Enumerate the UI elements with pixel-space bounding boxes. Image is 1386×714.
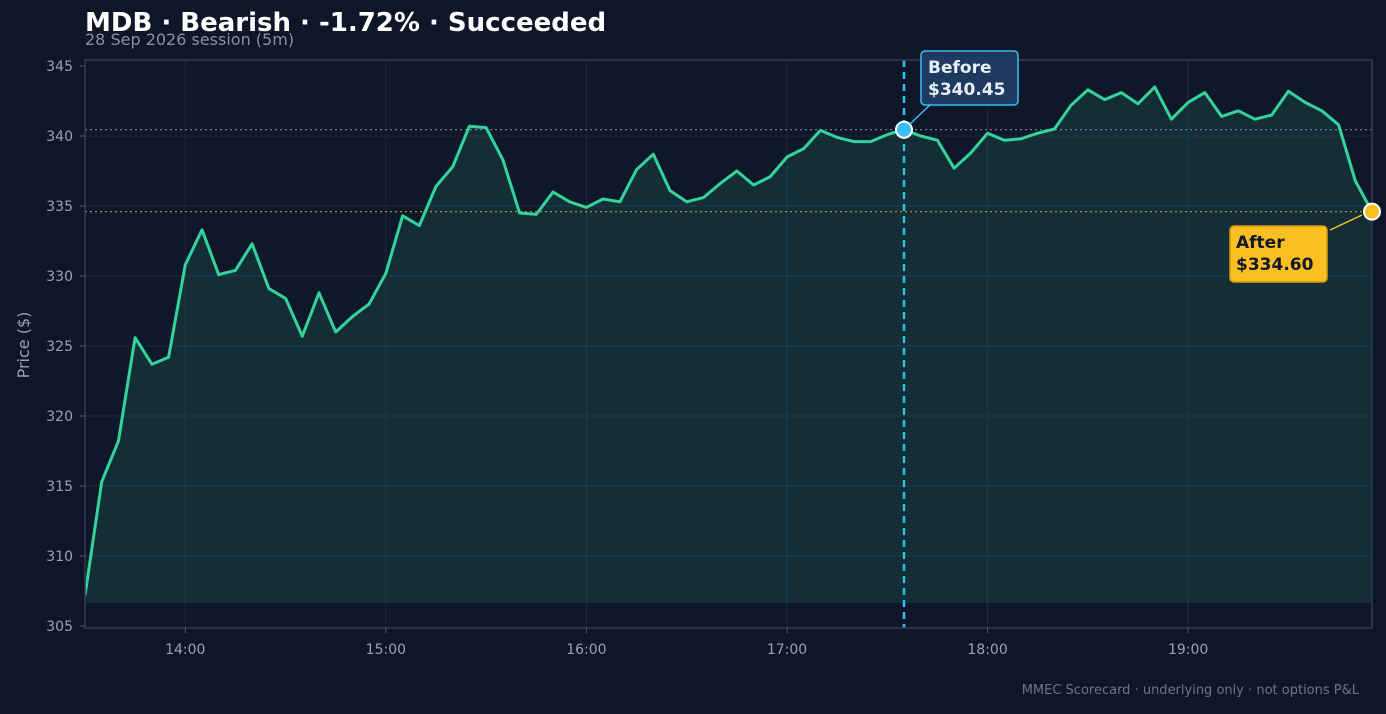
reference-lines [85, 60, 1372, 628]
grid-lines [85, 60, 1372, 628]
after-price: $334.60 [1236, 255, 1314, 275]
plot-area [85, 60, 1372, 628]
before-label: Before [928, 58, 991, 78]
x-tick-label: 19:00 [1168, 642, 1208, 658]
y-tick-label: 315 [46, 479, 73, 495]
y-tick-label: 325 [46, 339, 73, 355]
chart-subtitle: 28 Sep 2026 session (5m) [85, 30, 295, 49]
before-price: $340.45 [928, 80, 1005, 100]
price-line [85, 85, 1372, 596]
before-connector [909, 103, 932, 125]
annotation-markers [895, 120, 1381, 221]
x-tick-label: 15:00 [366, 642, 406, 658]
x-tick-label: 16:00 [566, 642, 606, 658]
y-tick-label: 340 [46, 129, 73, 145]
chart-title: MDB · Bearish · -1.72% · Succeeded [85, 8, 607, 38]
after-callout: After $334.60 [1229, 214, 1363, 283]
before-marker [895, 120, 913, 139]
x-axis: 14:00 15:00 16:00 17:00 18:00 19:00 [165, 628, 1208, 658]
x-tick-label: 18:00 [967, 642, 1007, 658]
y-axis-label: Price ($) [14, 312, 33, 379]
y-tick-label: 345 [46, 59, 73, 75]
footer-note: MMEC Scorecard · underlying only · not o… [1021, 683, 1359, 698]
y-tick-label: 320 [46, 409, 73, 425]
y-tick-label: 330 [46, 269, 73, 285]
y-axis: 305 310 315 320 325 330 335 340 345 [46, 59, 85, 635]
y-tick-label: 305 [46, 619, 73, 635]
before-label-box [920, 50, 1019, 106]
after-connector [1329, 214, 1363, 231]
after-label-box [1229, 225, 1328, 283]
x-tick-label: 17:00 [767, 642, 807, 658]
after-marker [1363, 202, 1381, 221]
before-callout: Before $340.45 [909, 50, 1019, 125]
price-area [85, 85, 1372, 603]
plot-frame [84, 59, 1373, 629]
y-tick-label: 335 [46, 199, 73, 215]
y-tick-label: 310 [46, 549, 73, 565]
price-area-fill [85, 87, 1372, 603]
x-tick-label: 14:00 [165, 642, 205, 658]
after-label: After [1236, 233, 1285, 253]
